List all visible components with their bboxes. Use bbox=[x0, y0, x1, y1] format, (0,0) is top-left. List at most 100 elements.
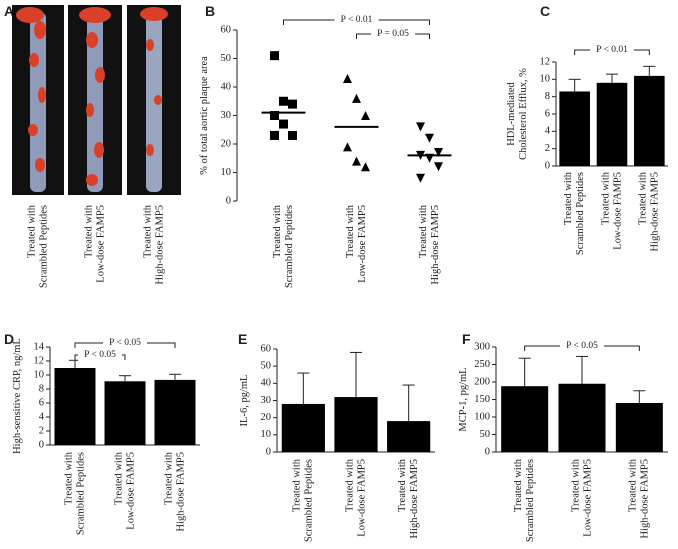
p-value: P < 0.05 bbox=[84, 350, 116, 360]
bar bbox=[154, 379, 196, 445]
photo-caption: Treated with bbox=[26, 204, 37, 258]
photo-caption: Treated with bbox=[83, 204, 94, 258]
x-tick-label: Treated with bbox=[292, 458, 303, 512]
photo-caption: High-dose FAMP5 bbox=[154, 205, 165, 284]
y-tick-label: 20 bbox=[221, 138, 232, 149]
x-tick-label: High-dose FAMP5 bbox=[650, 172, 661, 251]
x-tick-label: High-dose FAMP5 bbox=[409, 459, 420, 538]
y-tick-label: 30 bbox=[221, 110, 232, 121]
y-tick-label: 2 bbox=[545, 143, 550, 154]
y-tick-label: 60 bbox=[221, 24, 232, 35]
bracket-gap bbox=[334, 14, 379, 26]
x-tick-label: Low-dose FAMP5 bbox=[356, 459, 367, 537]
y-tick-label: 10 bbox=[221, 167, 232, 178]
panel-label: A bbox=[4, 3, 14, 19]
x-tick-label: Treated with bbox=[600, 171, 611, 225]
y-tick-label: 50 bbox=[261, 361, 272, 372]
bracket-gap bbox=[560, 340, 604, 352]
bar bbox=[558, 383, 606, 452]
y-tick-label: 40 bbox=[261, 378, 272, 389]
photo-caption: Scrambled Peptides bbox=[38, 205, 49, 288]
y-tick-label: 4 bbox=[545, 126, 551, 137]
y-axis-label: MCP-1, pg/mL bbox=[458, 367, 469, 431]
y-tick-label: 14 bbox=[34, 341, 45, 352]
data-point bbox=[270, 130, 279, 140]
bar bbox=[334, 397, 378, 452]
bracket-gap bbox=[78, 349, 122, 361]
x-tick-label: Treated with bbox=[272, 204, 283, 258]
data-point bbox=[434, 162, 443, 172]
y-tick-label: 2 bbox=[39, 425, 44, 436]
x-tick-label: Low-dose FAMP5 bbox=[125, 452, 136, 530]
x-tick-label: High-dose FAMP5 bbox=[640, 459, 651, 538]
x-tick-label: Treated with bbox=[563, 171, 574, 225]
panel-label: E bbox=[238, 331, 247, 347]
x-tick-label: Treated with bbox=[397, 458, 408, 512]
data-point bbox=[343, 73, 352, 83]
bar bbox=[559, 91, 590, 166]
panel-label: F bbox=[462, 331, 471, 347]
data-point bbox=[343, 142, 352, 152]
bar bbox=[54, 368, 96, 445]
y-axis-label: High-sensitive CRP, ng/mL bbox=[12, 338, 23, 454]
y-tick-label: 6 bbox=[39, 397, 44, 408]
y-axis-label: HDL-mediated bbox=[506, 81, 517, 145]
data-point bbox=[361, 162, 370, 172]
x-tick-label: Scrambled Peptides bbox=[284, 205, 295, 288]
y-axis-label: IL-6, pg/mL bbox=[239, 375, 250, 427]
x-tick-label: Low-dose FAMP5 bbox=[357, 205, 368, 283]
x-tick-label: Scrambled Peptides bbox=[525, 459, 536, 542]
data-point bbox=[352, 156, 361, 166]
p-value: P < 0.05 bbox=[566, 341, 598, 351]
bar bbox=[615, 403, 663, 452]
y-tick-label: 60 bbox=[261, 343, 272, 354]
bar bbox=[387, 421, 431, 452]
y-tick-label: 8 bbox=[545, 91, 550, 102]
x-tick-label: High-dose FAMP5 bbox=[430, 205, 441, 284]
bar bbox=[596, 82, 628, 166]
panel-label: C bbox=[540, 3, 550, 19]
y-tick-label: 10 bbox=[261, 429, 272, 440]
x-tick-label: Treated with bbox=[163, 451, 174, 505]
y-tick-label: 12 bbox=[540, 56, 551, 67]
x-tick-label: Scrambled Peptides bbox=[75, 452, 86, 535]
y-axis-label: % of total aortic plaque area bbox=[199, 56, 210, 175]
panel-label: B bbox=[205, 3, 215, 19]
y-tick-label: 250 bbox=[474, 359, 490, 370]
data-point bbox=[361, 111, 370, 120]
data-point bbox=[416, 173, 425, 183]
y-tick-label: 0 bbox=[485, 446, 490, 457]
x-tick-label: Treated with bbox=[63, 451, 74, 505]
aorta-photos bbox=[12, 5, 181, 195]
p-value: P < 0.01 bbox=[341, 15, 373, 25]
y-tick-label: 150 bbox=[474, 394, 490, 405]
photo-caption: Treated with bbox=[142, 204, 153, 258]
y-tick-label: 0 bbox=[266, 446, 271, 457]
y-axis-label: Cholesterol Efflux, % bbox=[518, 68, 529, 160]
y-tick-label: 100 bbox=[474, 411, 490, 422]
y-tick-label: 0 bbox=[39, 439, 44, 450]
x-tick-label: Treated with bbox=[628, 458, 639, 512]
bar bbox=[634, 75, 665, 166]
y-tick-label: 40 bbox=[221, 81, 232, 92]
x-tick-label: High-dose FAMP5 bbox=[175, 452, 186, 531]
x-tick-label: Treated with bbox=[418, 204, 429, 258]
x-tick-label: Treated with bbox=[344, 458, 355, 512]
data-point bbox=[416, 122, 425, 132]
x-tick-label: Scrambled Peptides bbox=[575, 172, 586, 255]
p-value: P < 0.05 bbox=[109, 338, 141, 348]
y-tick-label: 300 bbox=[474, 341, 490, 352]
x-tick-label: Treated with bbox=[513, 458, 524, 512]
y-tick-label: 0 bbox=[545, 160, 550, 171]
bar bbox=[281, 403, 325, 452]
y-tick-label: 10 bbox=[540, 74, 551, 85]
x-tick-label: Low-dose FAMP5 bbox=[582, 459, 593, 537]
p-value: P < 0.01 bbox=[596, 45, 628, 55]
data-point bbox=[270, 51, 279, 61]
y-tick-label: 50 bbox=[221, 53, 232, 64]
bracket-gap bbox=[103, 337, 147, 349]
y-tick-label: 50 bbox=[480, 429, 491, 440]
y-tick-label: 10 bbox=[34, 369, 45, 380]
data-point bbox=[425, 133, 434, 143]
